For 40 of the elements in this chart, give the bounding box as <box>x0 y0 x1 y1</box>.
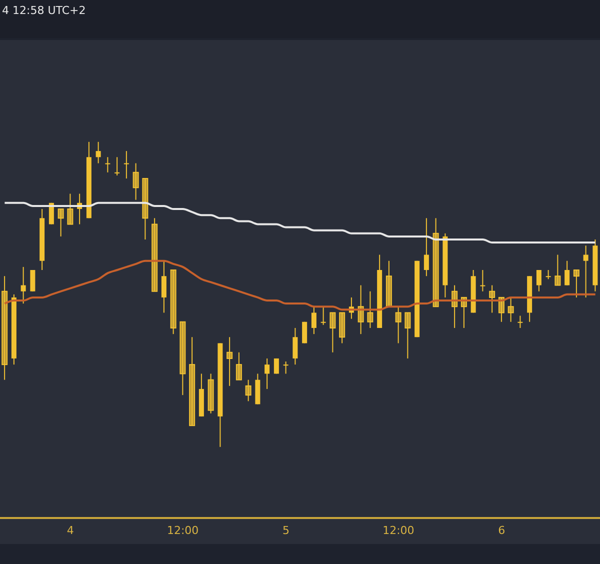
candlestick <box>330 312 336 353</box>
text: 4 12:58 UTC+2 <box>2 4 86 17</box>
candlestick <box>489 284 496 314</box>
candlestick <box>245 379 252 402</box>
candlestick <box>283 361 288 374</box>
x-tick-label: 12:00 <box>166 524 199 537</box>
candlestick <box>404 312 411 359</box>
candlestick <box>424 218 429 277</box>
x-tick-label: 6 <box>498 524 506 537</box>
candlestick <box>583 245 588 298</box>
candlestick <box>546 270 551 280</box>
candlestick <box>311 306 316 335</box>
candlestick <box>264 358 270 390</box>
x-tick-label: 5 <box>282 524 290 537</box>
candlestick <box>114 156 120 176</box>
candlestick <box>96 141 101 164</box>
candlestick <box>554 254 561 286</box>
x-tick-label: 4 <box>66 524 74 537</box>
candlestick <box>124 150 129 179</box>
candlestick <box>320 306 326 326</box>
x-tick-label: 12:00 <box>382 524 414 537</box>
candlestick <box>30 270 36 292</box>
candlestick <box>536 270 542 292</box>
candlestick <box>518 315 523 328</box>
candlestick <box>58 208 64 237</box>
candlestick <box>226 336 233 386</box>
candlestick <box>67 193 74 225</box>
candlestick <box>573 270 580 298</box>
candlestick <box>367 290 374 328</box>
candlestick <box>358 284 364 335</box>
candlestick <box>105 156 110 173</box>
candlestick <box>20 266 26 304</box>
candlestick <box>508 296 514 322</box>
candlestick <box>292 327 298 366</box>
candlestick <box>395 306 402 344</box>
candlestick <box>132 162 139 200</box>
candlestick <box>161 260 166 314</box>
candlestick <box>480 270 486 292</box>
candlestick <box>564 260 570 286</box>
candlestick <box>236 352 242 380</box>
